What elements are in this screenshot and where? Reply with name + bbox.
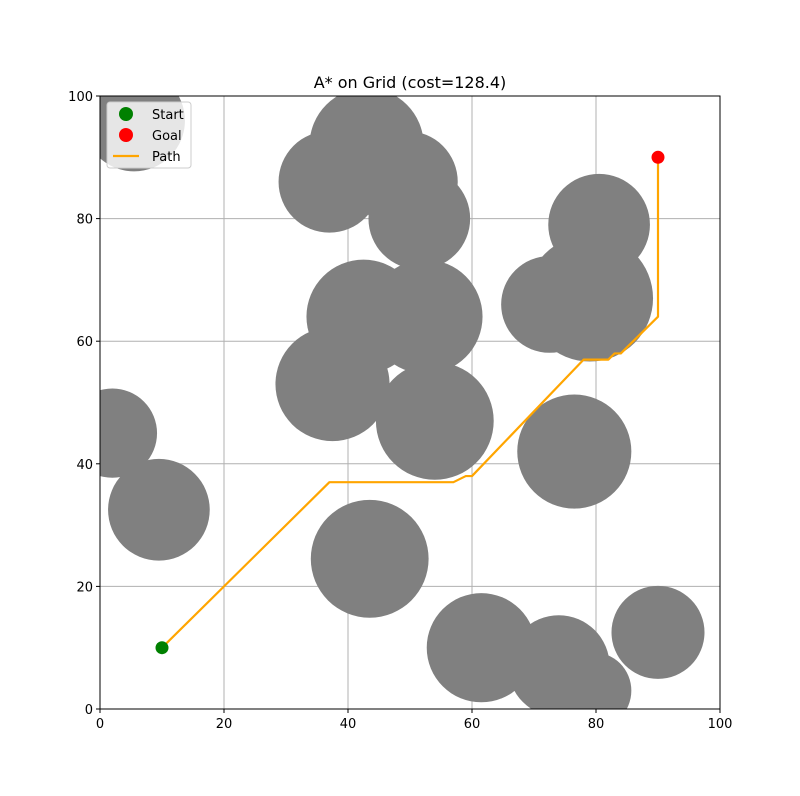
legend: Start Goal Path: [106, 101, 192, 169]
obstacle-circle: [426, 593, 536, 703]
legend-start-swatch: [119, 107, 133, 121]
legend-start-label: Start: [152, 108, 184, 123]
obstacle-circle: [100, 388, 158, 478]
chart-title: A* on Grid (cost=128.4): [314, 73, 507, 92]
y-tick-label: 40: [76, 458, 93, 473]
obstacle-circle: [275, 327, 390, 442]
path-layer: [161, 157, 660, 649]
x-tick-label: 100: [708, 717, 733, 732]
obstacle-circle: [368, 167, 471, 270]
y-tick-label: 100: [68, 90, 93, 105]
x-tick-label: 20: [216, 717, 233, 732]
obstacle-circle: [375, 361, 494, 480]
obstacle-circle: [310, 499, 429, 618]
markers: [155, 150, 665, 655]
obstacle-circle: [108, 458, 210, 561]
path-line: [161, 157, 660, 649]
goal-marker: [651, 150, 665, 164]
x-tick-label: 40: [340, 717, 357, 732]
obstacle-circle: [611, 585, 705, 679]
start-marker: [155, 641, 169, 655]
y-tick-label: 80: [76, 213, 93, 228]
legend-path-label: Path: [152, 150, 181, 165]
obstacle-circle: [368, 259, 483, 374]
x-tick-label: 80: [588, 717, 605, 732]
obstacle-circle: [526, 235, 654, 362]
y-tick-label: 0: [85, 703, 93, 718]
x-tick-label: 60: [464, 717, 481, 732]
obstacle-circle: [517, 394, 632, 509]
obstacle-circle: [554, 652, 632, 709]
obstacles: [100, 96, 705, 709]
legend-goal-label: Goal: [152, 129, 182, 144]
y-tick-label: 60: [76, 335, 93, 350]
y-tick-label: 20: [76, 580, 93, 595]
plot-frame: [99, 95, 721, 710]
ticks: 0 20 40 60 80 100 0 20 40 60 80 100: [68, 90, 732, 732]
x-tick-label: 0: [96, 717, 104, 732]
legend-goal-swatch: [119, 128, 133, 142]
